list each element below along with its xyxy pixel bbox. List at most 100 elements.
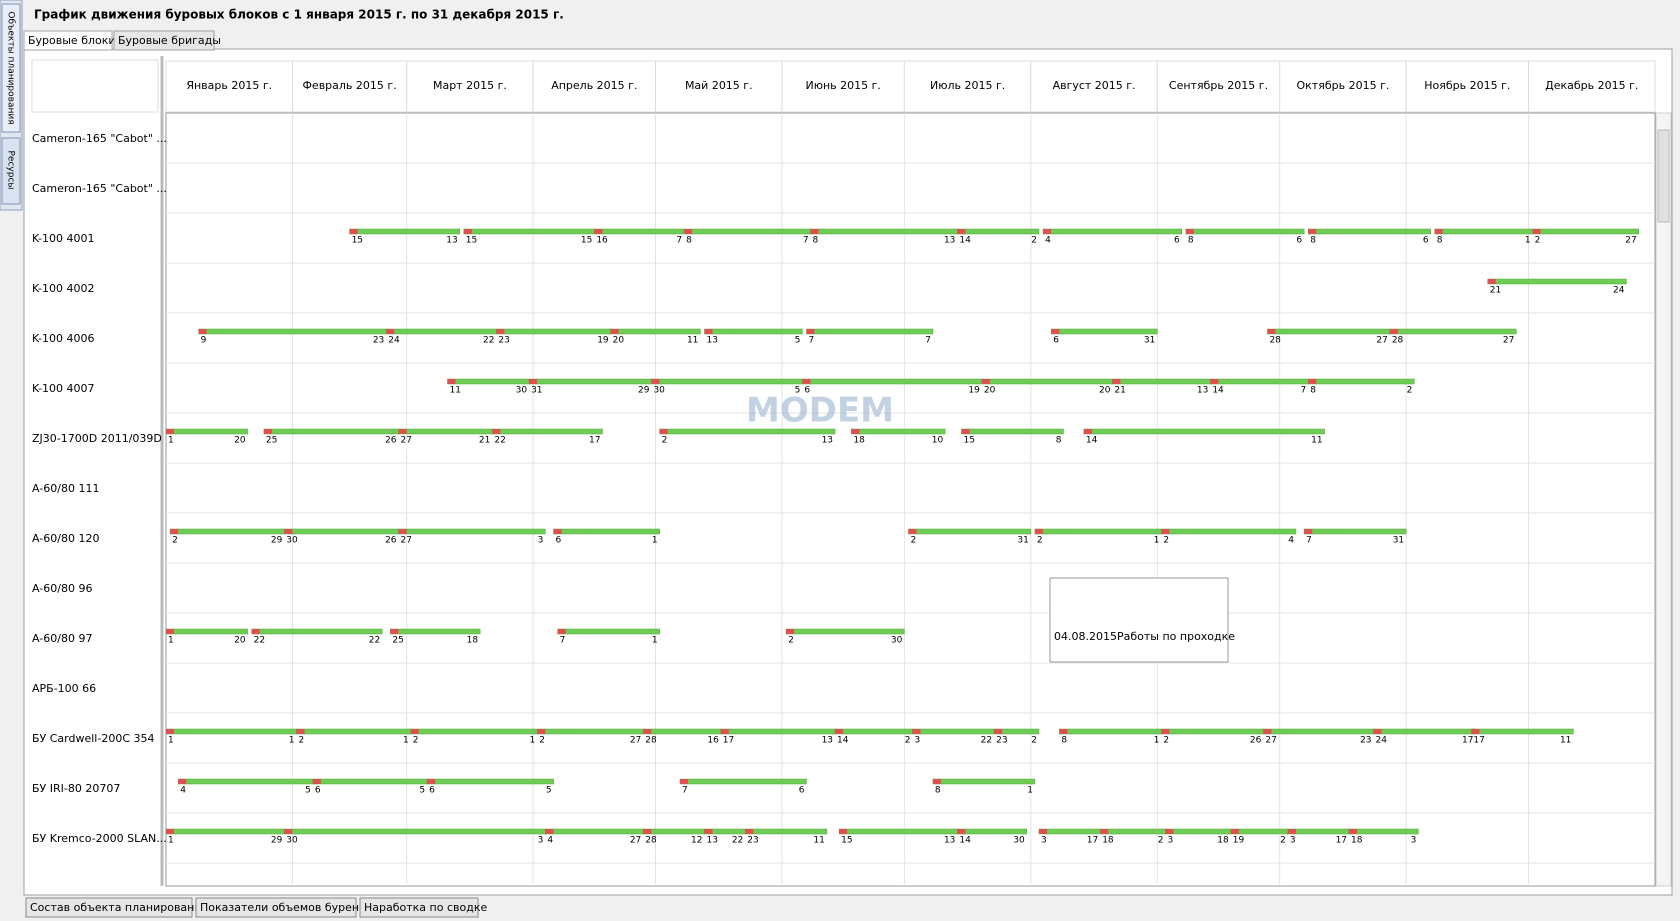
segment-bar[interactable] xyxy=(398,528,546,535)
segment-bar[interactable] xyxy=(284,528,399,535)
start-day: 27 xyxy=(401,536,412,546)
bottom-tab-label[interactable]: Наработка по сводке xyxy=(364,901,487,914)
segment-bar[interactable] xyxy=(536,728,644,735)
segment-bar[interactable] xyxy=(745,828,828,835)
segment-bar[interactable] xyxy=(704,328,803,335)
segment-bar[interactable] xyxy=(834,728,913,735)
bottom-tab[interactable] xyxy=(359,897,479,918)
segment-bar[interactable] xyxy=(1307,228,1431,235)
scrollbar[interactable] xyxy=(1655,112,1672,887)
segment-bar[interactable] xyxy=(1434,228,1533,235)
segment-bar[interactable] xyxy=(1532,228,1639,235)
segment-bar[interactable] xyxy=(1185,228,1305,235)
segment-bar[interactable] xyxy=(1042,228,1183,235)
tab-label[interactable]: Буровые бригады xyxy=(118,34,221,47)
tab[interactable] xyxy=(23,30,113,51)
segment-bar[interactable] xyxy=(1287,828,1350,835)
segment-bar[interactable] xyxy=(683,228,811,235)
segment-bar[interactable] xyxy=(165,728,297,735)
segment-bar[interactable] xyxy=(1161,728,1264,735)
segment-bar[interactable] xyxy=(957,228,1040,235)
segment-bar[interactable] xyxy=(1059,728,1162,735)
segment-bar[interactable] xyxy=(1210,378,1309,385)
segment-bar[interactable] xyxy=(1307,378,1415,385)
segment-bar[interactable] xyxy=(492,428,603,435)
bottom-tab[interactable] xyxy=(25,897,193,918)
segment-bar[interactable] xyxy=(410,728,538,735)
segment-bar[interactable] xyxy=(981,378,1113,385)
watermark: MODEM xyxy=(746,391,894,431)
segment-bar[interactable] xyxy=(961,428,1064,435)
segment-bar[interactable] xyxy=(426,778,554,785)
side-tab[interactable] xyxy=(1,137,21,205)
segment-bar[interactable] xyxy=(957,828,1028,835)
segment-bar[interactable] xyxy=(251,628,383,635)
segment-bar[interactable] xyxy=(386,328,497,335)
segment-bar[interactable] xyxy=(165,628,248,635)
tab-label[interactable]: Буровые блоки xyxy=(28,34,116,47)
segment-bar[interactable] xyxy=(349,228,460,235)
segment-bar[interactable] xyxy=(263,428,399,435)
segment-bar[interactable] xyxy=(296,728,412,735)
segment-bar[interactable] xyxy=(806,328,934,335)
segment-bar[interactable] xyxy=(398,428,493,435)
segment-bar[interactable] xyxy=(1099,828,1166,835)
bottom-tab[interactable] xyxy=(195,897,357,918)
segment-bar[interactable] xyxy=(177,778,314,785)
side-tab-label[interactable]: Объекты планирования xyxy=(6,11,16,124)
scroll-thumb[interactable] xyxy=(1657,129,1670,223)
side-tab[interactable] xyxy=(1,3,21,133)
segment-bar[interactable] xyxy=(198,328,387,335)
segment-bar[interactable] xyxy=(1165,828,1231,835)
segment-bar[interactable] xyxy=(908,528,1032,535)
segment-bar[interactable] xyxy=(312,778,428,785)
segment-bar[interactable] xyxy=(651,378,803,385)
segment-bar[interactable] xyxy=(1161,528,1297,535)
segment-bar[interactable] xyxy=(643,728,722,735)
segment-bar[interactable] xyxy=(447,378,530,385)
segment-bar[interactable] xyxy=(545,828,644,835)
segment-bar[interactable] xyxy=(1471,728,1574,735)
segment-bar[interactable] xyxy=(463,228,595,235)
segment-bar[interactable] xyxy=(496,328,611,335)
bottom-tab-label[interactable]: Состав объекта планирования xyxy=(30,901,208,914)
segment-bar[interactable] xyxy=(528,378,652,385)
segment-bar[interactable] xyxy=(1267,328,1391,335)
segment-bar[interactable] xyxy=(1263,728,1374,735)
segment-bar[interactable] xyxy=(169,528,285,535)
segment-bar[interactable] xyxy=(1050,328,1158,335)
segment-bar[interactable] xyxy=(165,428,248,435)
segment-bar[interactable] xyxy=(1389,328,1517,335)
segment-bar[interactable] xyxy=(785,628,905,635)
segment-bar[interactable] xyxy=(553,528,660,535)
end-day: 30 xyxy=(516,386,528,396)
segment-bar[interactable] xyxy=(1487,278,1627,285)
segment-bar[interactable] xyxy=(165,828,285,835)
segment-bar[interactable] xyxy=(810,228,958,235)
segment-bar[interactable] xyxy=(390,628,481,635)
segment-bar[interactable] xyxy=(932,778,1036,785)
segment-bar[interactable] xyxy=(1083,428,1325,435)
segment-bar[interactable] xyxy=(1348,828,1419,835)
segment-bar[interactable] xyxy=(610,328,701,335)
segment-bar[interactable] xyxy=(594,228,685,235)
segment-bar[interactable] xyxy=(720,728,836,735)
month-header xyxy=(1405,60,1530,113)
side-tab-label[interactable]: Ресурсы xyxy=(6,150,16,189)
segment-bar[interactable] xyxy=(643,828,705,835)
segment-bar[interactable] xyxy=(557,628,660,635)
segment-bar[interactable] xyxy=(912,728,995,735)
segment-bar[interactable] xyxy=(802,378,983,385)
segment-bar[interactable] xyxy=(1230,828,1289,835)
tab[interactable] xyxy=(113,30,215,51)
segment-bar[interactable] xyxy=(1303,528,1407,535)
segment-bar[interactable] xyxy=(1112,378,1211,385)
segment-bar[interactable] xyxy=(1373,728,1476,735)
bottom-tab-label[interactable]: Показатели объемов бурения xyxy=(200,901,373,914)
segment-bar[interactable] xyxy=(838,828,958,835)
segment-bar[interactable] xyxy=(679,778,807,785)
segment-bar[interactable] xyxy=(1038,828,1101,835)
segment-bar[interactable] xyxy=(284,828,546,835)
start-day: 15 xyxy=(841,836,852,846)
segment-bar[interactable] xyxy=(1034,528,1162,535)
